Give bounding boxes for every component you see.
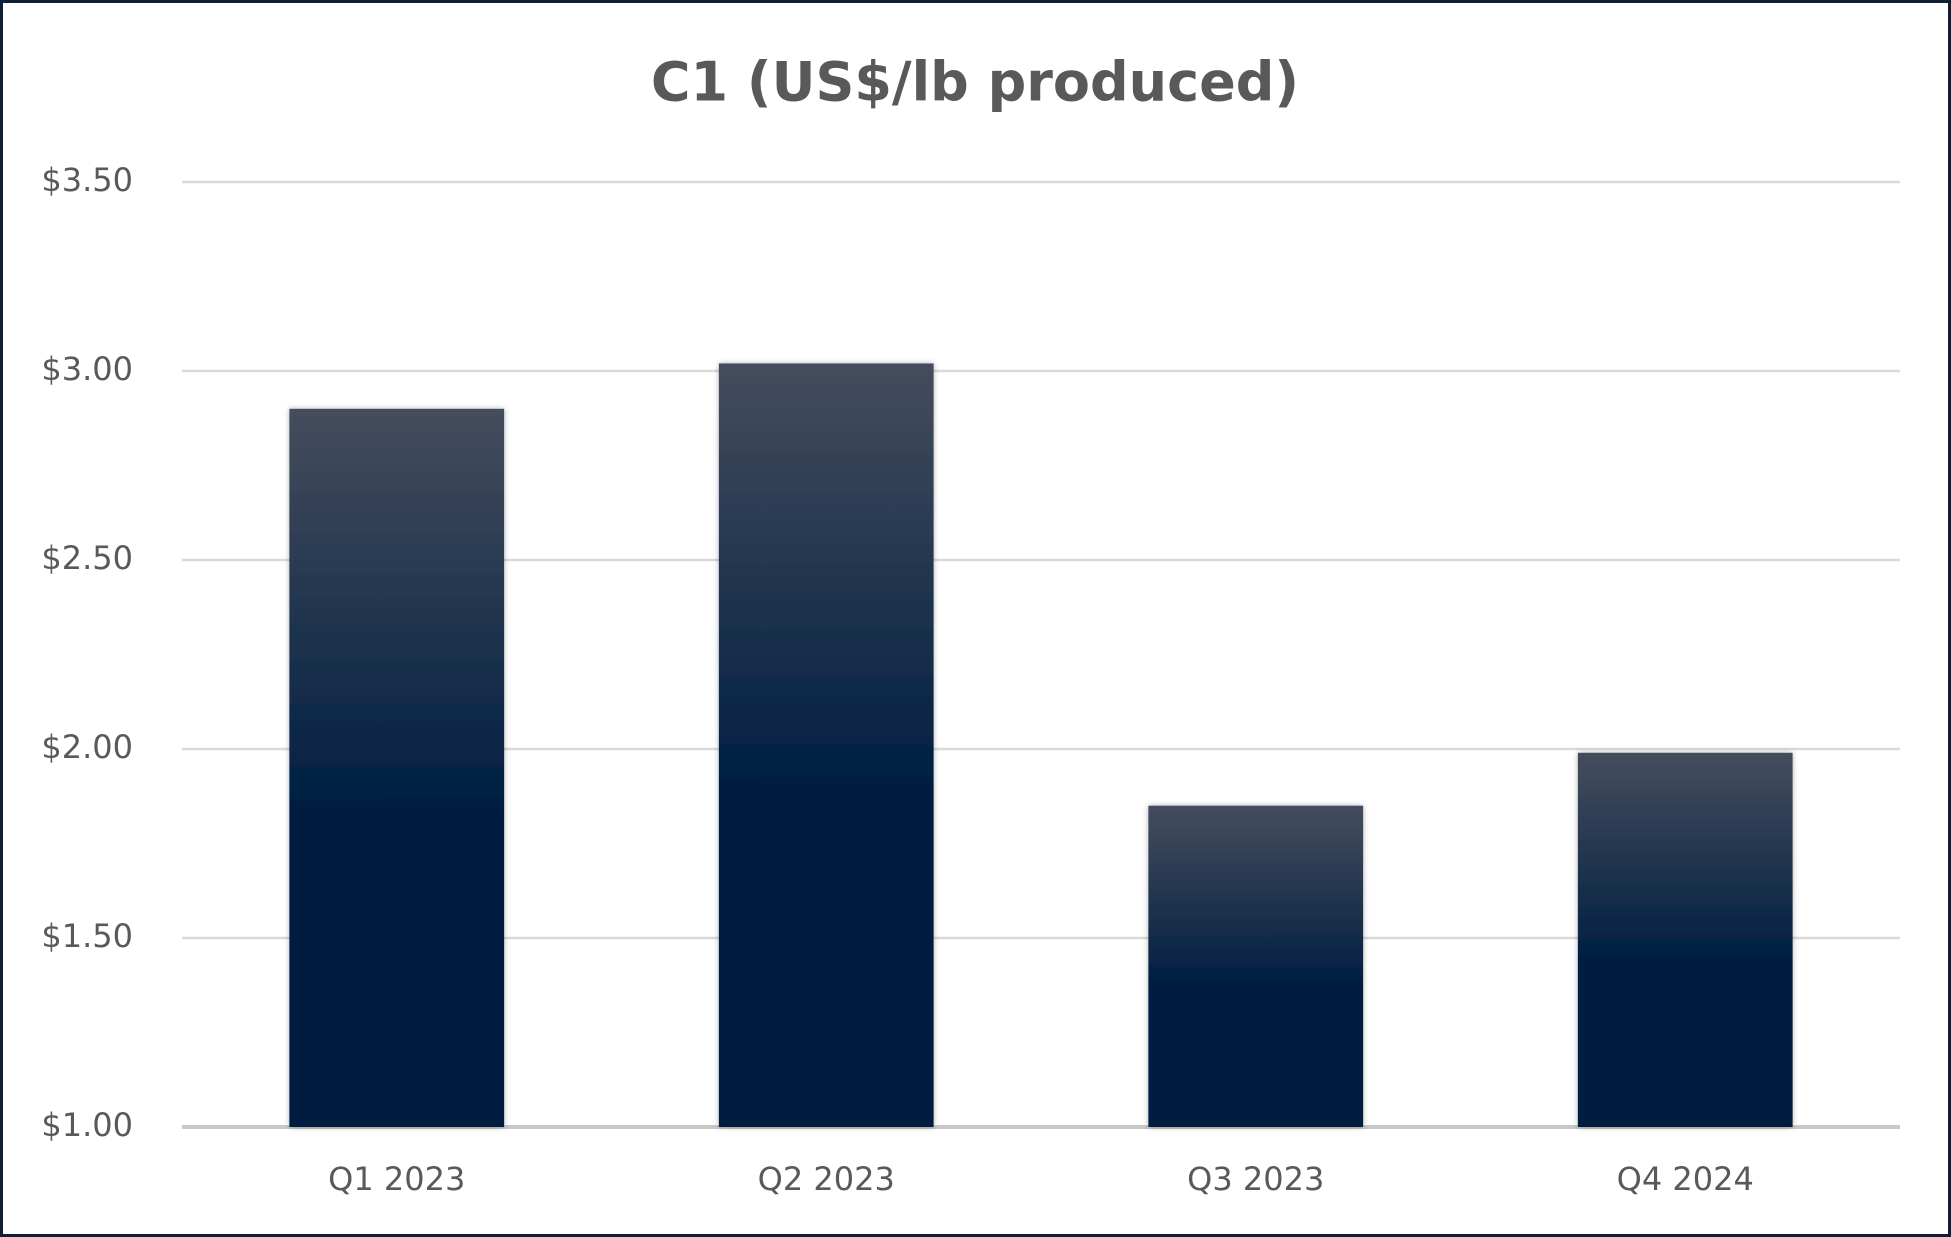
bar — [289, 408, 505, 1127]
chart-title: C1 (US$/lb produced) — [651, 51, 1299, 114]
bar — [718, 363, 934, 1127]
y-tick-label: $2.50 — [41, 539, 133, 577]
x-tick-label: Q3 2023 — [1187, 1160, 1324, 1198]
x-tick-label: Q1 2023 — [328, 1160, 465, 1198]
bar — [1148, 805, 1364, 1127]
y-tick-label: $1.00 — [41, 1106, 133, 1144]
bar — [1577, 752, 1793, 1127]
y-tick-label: $3.00 — [41, 350, 133, 388]
y-tick-label: $1.50 — [41, 917, 133, 955]
y-tick-label: $2.00 — [41, 728, 133, 766]
x-tick-label: Q2 2023 — [758, 1160, 895, 1198]
x-tick-label: Q4 2024 — [1617, 1160, 1754, 1198]
y-tick-label: $3.50 — [41, 161, 133, 199]
